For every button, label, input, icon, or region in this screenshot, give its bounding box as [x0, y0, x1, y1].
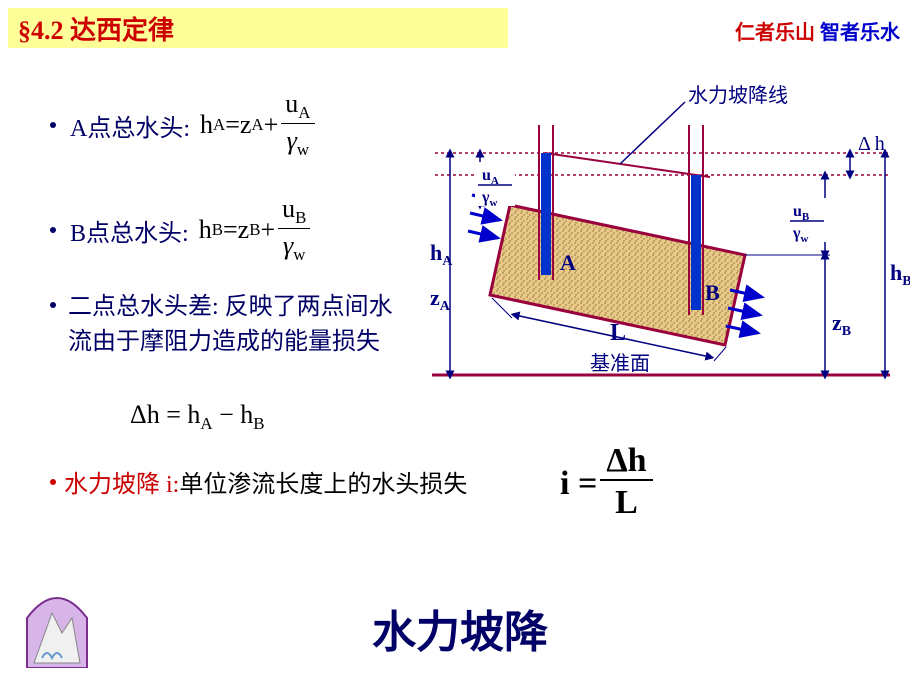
bullet-b: B点总水头: hB = zB + uB γw [50, 195, 313, 266]
equation-ha: hA = zA + uA γw [200, 90, 318, 161]
main-title: 水力坡降 [372, 596, 548, 660]
svg-text:zA: zA [430, 285, 451, 314]
bullet-desc [50, 290, 70, 308]
equation-i: i = Δh L [560, 442, 656, 526]
header-bar: §4.2 达西定律 [8, 8, 508, 48]
equation-delta-h: Δh = hA − hB [130, 400, 265, 434]
datum-label: 基准面 [590, 352, 650, 375]
hyd-grad-label: 水力坡降 i: [64, 464, 179, 499]
fraction-ua-gw: uA γw [281, 90, 314, 161]
hyd-grad-desc: 单位渗流长度上的水头损失 [179, 464, 467, 499]
point-b-label: B [705, 280, 720, 305]
svg-text:zB: zB [832, 310, 851, 339]
bullet-a: A点总水头: hA = zA + uA γw [50, 90, 318, 161]
bullet-dot-icon [50, 122, 56, 128]
fraction-ub-gw: uB γw [278, 195, 310, 266]
mountain-water-icon [22, 588, 92, 668]
bullet-hydraulic-gradient: 水力坡降 i: 单位渗流长度上的水头损失 [50, 464, 467, 499]
desc-text: 二点总水头差: 反映了两点间水流由于摩阻力造成的能量损失 [68, 290, 398, 360]
bullet-dot-icon [50, 302, 56, 308]
bullet-b-label: B点总水头: [70, 213, 189, 248]
bullet-dot-icon [50, 479, 56, 485]
header-motto: 仁者乐山 智者乐水 [735, 16, 900, 45]
length-l-label: L [610, 320, 626, 346]
svg-text:hB: hB [890, 260, 910, 289]
bullet-a-label: A点总水头: [70, 108, 190, 143]
section-title: §4.2 达西定律 [18, 10, 174, 47]
bullet-dot-icon [50, 227, 56, 233]
hyd-line-label: 水力坡降线 [688, 84, 788, 107]
equation-hb: hB = zB + uB γw [199, 195, 314, 266]
point-a-label: A [560, 250, 576, 275]
seepage-diagram: 水力坡降线 Δ h uA γw uB γw hA zA hB zB A B L … [430, 80, 910, 400]
delta-h-label: Δ h [858, 133, 885, 155]
fraction-dh-l: Δh L [600, 442, 652, 526]
